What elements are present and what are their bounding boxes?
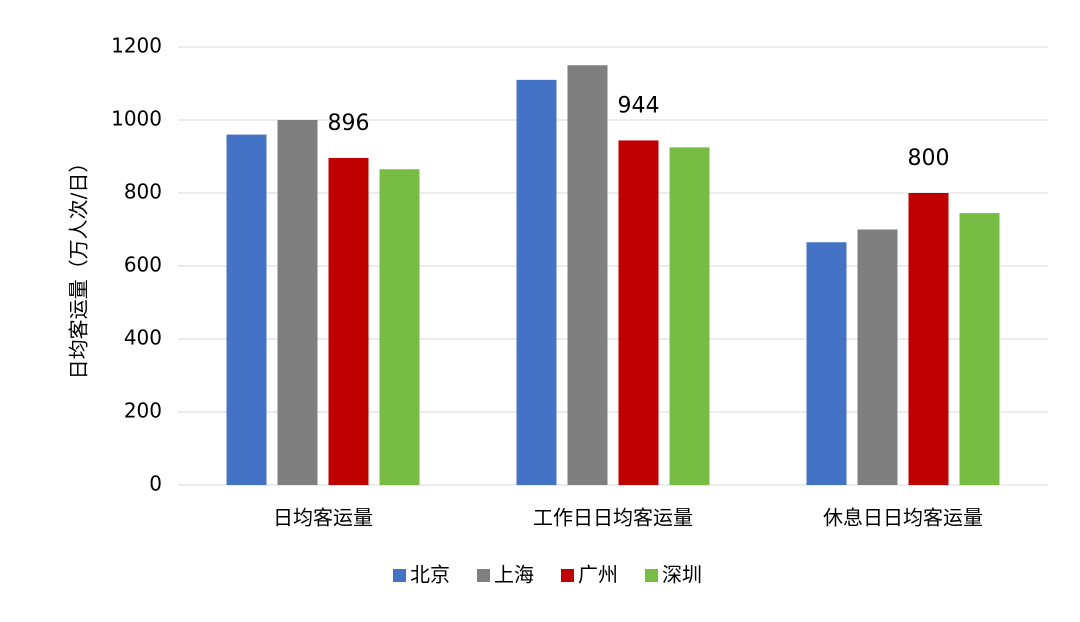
legend-swatch [561, 569, 574, 582]
legend-label: 深圳 [662, 563, 702, 587]
y-tick-label: 400 [124, 326, 162, 350]
legend-swatch [477, 569, 490, 582]
legend-swatch [645, 569, 658, 582]
legend-label: 北京 [410, 563, 450, 587]
bar [379, 169, 420, 485]
legend-swatch [393, 569, 406, 582]
bar [567, 65, 608, 485]
y-tick-label: 600 [124, 253, 162, 277]
y-tick-label: 1200 [111, 34, 162, 58]
bar [806, 242, 847, 485]
x-tick-label: 工作日日均客运量 [533, 506, 693, 530]
x-tick-label: 休息日日均客运量 [823, 506, 983, 530]
data-label: 896 [328, 111, 370, 136]
bar [277, 120, 318, 485]
bar [908, 193, 949, 485]
y-tick-label: 800 [124, 180, 162, 204]
bar [857, 229, 898, 485]
y-tick-label: 0 [149, 472, 162, 496]
bar [669, 147, 710, 485]
bar [328, 157, 369, 485]
bar [226, 134, 267, 485]
legend-label: 广州 [578, 563, 618, 587]
bar [516, 79, 557, 485]
x-tick-label: 日均客运量 [273, 506, 373, 530]
y-tick-label: 200 [124, 399, 162, 423]
data-label: 944 [618, 93, 660, 118]
data-label: 800 [908, 146, 950, 171]
legend-label: 上海 [494, 563, 534, 587]
bar [618, 140, 659, 485]
y-tick-label: 1000 [111, 107, 162, 131]
y-axis-label: 日均客运量（万人次/日） [67, 153, 91, 380]
bar [959, 213, 1000, 485]
